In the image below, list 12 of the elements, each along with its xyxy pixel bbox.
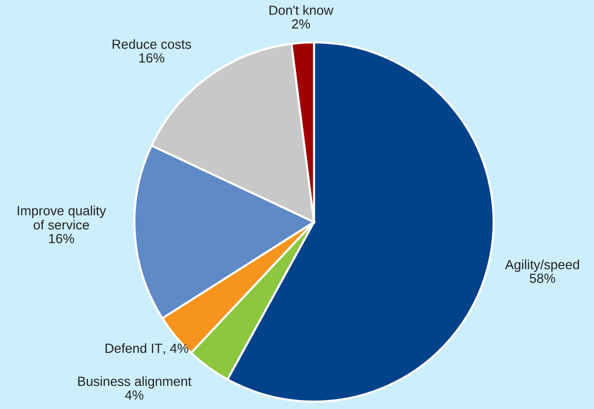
data-label: , 4% — [164, 344, 188, 355]
data-label: 4% — [125, 390, 144, 400]
slice-label: Improve quality of service — [18, 206, 106, 230]
slice-label: Reduce costs — [112, 39, 192, 49]
data-label: 16% — [139, 53, 164, 63]
slice-label: Defend IT — [106, 343, 162, 353]
data-label: 2% — [292, 19, 310, 29]
data-label: 58% — [530, 274, 556, 283]
data-label: 16% — [49, 234, 74, 244]
slice-label: Business alignment — [78, 376, 192, 389]
slice-label: Agility/speed — [505, 260, 579, 272]
slice-label: Don't know — [270, 5, 334, 15]
